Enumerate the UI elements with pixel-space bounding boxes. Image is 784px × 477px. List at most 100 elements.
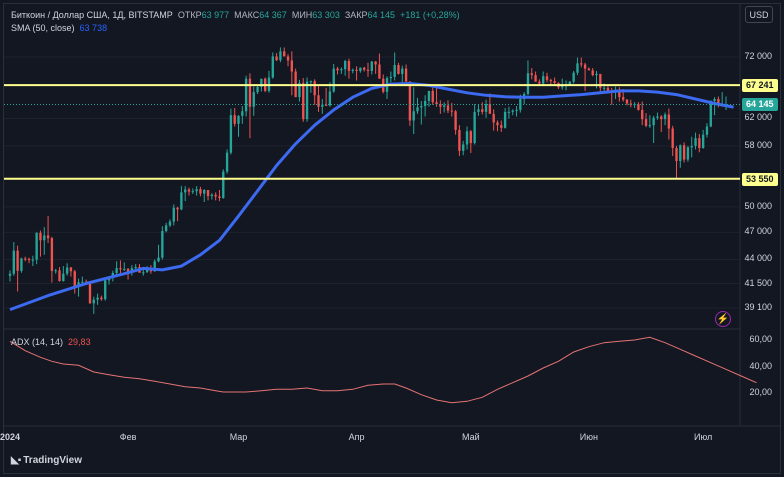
candle-body: [199, 189, 202, 194]
adx-legend: ADX (14, 14) 29,83: [11, 337, 91, 347]
candle-body: [43, 235, 46, 241]
price-tick-label: 41 500: [744, 277, 772, 288]
candle-body: [404, 68, 408, 82]
candle-body: [656, 116, 659, 118]
grid-lines: [4, 56, 740, 309]
candle-body: [641, 109, 644, 120]
candle-body: [298, 82, 301, 98]
candle-body: [347, 61, 351, 71]
candle-body: [336, 68, 339, 71]
candle-body: [35, 232, 38, 260]
candle-body: [69, 267, 73, 272]
candle-body: [65, 267, 69, 274]
candle-body: [637, 104, 640, 110]
candle-body: [290, 60, 294, 72]
candle-body: [134, 267, 137, 269]
candle-body: [8, 273, 12, 276]
candle-body: [206, 189, 210, 197]
time-tick-label: Фев: [119, 432, 137, 442]
candle-body: [321, 104, 324, 107]
candle-body: [286, 56, 290, 61]
open-label: ОТКР: [177, 10, 202, 20]
candle-body: [50, 238, 54, 272]
candle-body: [595, 73, 598, 76]
candle-body: [713, 99, 716, 101]
candle-body: [180, 192, 183, 210]
candle-body: [625, 99, 629, 104]
adx-label[interactable]: ADX (14, 14): [11, 337, 64, 347]
candle-body: [576, 63, 579, 73]
candle-body: [210, 194, 214, 197]
candle-body: [100, 297, 103, 300]
candle-body: [618, 89, 621, 98]
candle-body: [458, 129, 461, 151]
candle-body: [549, 79, 552, 82]
chart-frame: [3, 3, 781, 474]
candle-body: [439, 104, 442, 107]
candle-body: [481, 109, 484, 112]
candle-body: [401, 68, 404, 74]
brand-name: TradingView: [23, 455, 82, 466]
low-label: МИН: [291, 10, 313, 20]
candle-body: [164, 225, 168, 232]
lightning-icon[interactable]: ⚡: [715, 311, 731, 327]
sma-value: 63 738: [79, 23, 108, 33]
symbol-title[interactable]: Биткоин / Доллар США, 1Д, BITSTAMP: [11, 10, 173, 20]
candle-body: [351, 69, 354, 71]
candle-body: [507, 111, 511, 113]
candle-body: [12, 250, 15, 274]
candle-body: [530, 73, 533, 76]
candle-body: [340, 69, 343, 71]
candle-body: [275, 56, 278, 61]
time-tick-label: Апр: [348, 432, 365, 442]
symbol-legend: Биткоин / Доллар США, 1Д, BITSTAMP ОТКР6…: [11, 9, 460, 35]
candle-body: [313, 81, 316, 96]
low-value: 63 303: [312, 10, 340, 20]
candle-body: [161, 231, 164, 258]
candle-body: [142, 272, 145, 274]
candle-body: [473, 111, 476, 144]
candle-body: [427, 90, 431, 101]
price-tick-label: 58 000: [744, 139, 772, 150]
candle-body: [229, 115, 233, 153]
candle-body: [184, 189, 187, 193]
candle-body: [690, 145, 693, 148]
adx-value: 29,83: [68, 337, 91, 347]
candle-body: [682, 145, 686, 160]
candle-body: [462, 144, 465, 151]
candle-body: [363, 67, 366, 70]
candle-body: [709, 100, 712, 127]
candle-body: [412, 111, 415, 121]
tradingview-logo[interactable]: ◣▪ TradingView: [11, 455, 82, 466]
candle-body: [378, 64, 381, 79]
candle-body: [302, 82, 305, 120]
candle-body: [492, 113, 495, 123]
candle-body: [583, 64, 587, 69]
candle-body: [450, 110, 453, 112]
sma-label[interactable]: SMA (50, close): [11, 23, 75, 33]
candle-body: [572, 72, 575, 82]
candle-body: [191, 191, 194, 193]
candle-body: [16, 250, 19, 271]
price-tick-label: 44 000: [744, 253, 772, 264]
candle-body: [496, 122, 499, 126]
candle-body: [31, 259, 35, 261]
currency-button[interactable]: USD: [745, 6, 773, 23]
candle-body: [225, 152, 229, 172]
candle-body: [442, 105, 446, 107]
open-value: 63 977: [201, 10, 230, 20]
candle-body: [39, 232, 42, 241]
high-value: 64 367: [259, 10, 287, 20]
candle-body: [157, 257, 160, 262]
time-tick-label: Июн: [579, 432, 598, 442]
candle-body: [542, 76, 545, 84]
candle-body: [359, 67, 362, 71]
candle-body: [416, 107, 419, 112]
candle-body: [260, 78, 263, 87]
candle-body: [328, 91, 332, 106]
candle-body: [526, 73, 530, 95]
candle-body: [477, 109, 480, 112]
price-tick-label: 39 100: [744, 302, 772, 312]
candle-body: [431, 90, 434, 103]
